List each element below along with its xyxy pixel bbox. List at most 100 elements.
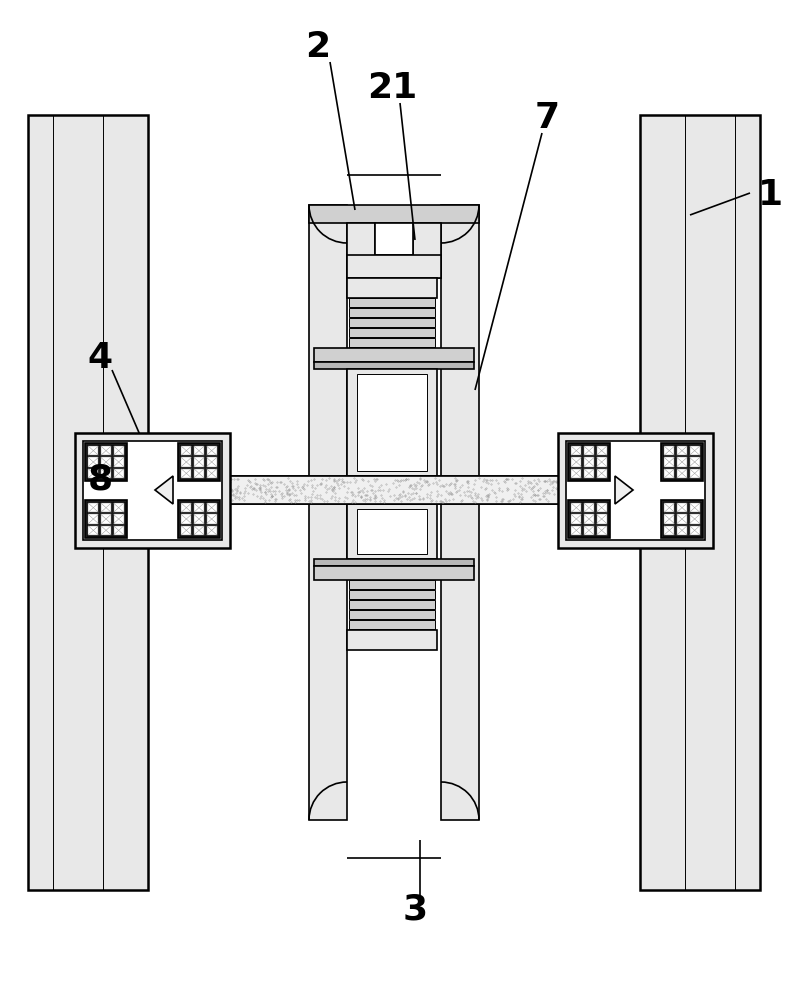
Bar <box>597 457 607 467</box>
Text: 21: 21 <box>367 71 417 105</box>
Bar <box>570 445 608 479</box>
Bar <box>584 457 594 467</box>
Bar <box>375 223 413 255</box>
Bar <box>664 469 675 478</box>
Bar <box>194 514 204 524</box>
Bar <box>178 500 220 538</box>
Bar <box>181 469 191 478</box>
Bar <box>357 509 427 554</box>
Polygon shape <box>615 476 633 504</box>
Bar <box>85 443 127 481</box>
Bar <box>677 503 687 512</box>
Bar <box>568 500 610 538</box>
Bar <box>194 503 204 512</box>
Bar <box>597 526 607 535</box>
Bar <box>180 502 218 536</box>
Bar <box>113 526 124 535</box>
Polygon shape <box>155 476 173 504</box>
Bar <box>349 328 435 337</box>
Bar <box>347 278 437 298</box>
Bar <box>677 446 687 455</box>
Bar <box>349 298 435 307</box>
Bar <box>181 457 191 467</box>
Bar <box>113 514 124 524</box>
Bar <box>690 514 700 524</box>
Bar <box>690 526 700 535</box>
Bar <box>194 469 204 478</box>
Bar <box>661 443 703 481</box>
Bar <box>101 457 111 467</box>
Bar <box>155 476 633 504</box>
Text: 3: 3 <box>403 893 428 927</box>
Bar <box>113 446 124 455</box>
Bar <box>181 503 191 512</box>
Bar <box>349 580 435 589</box>
Bar <box>584 514 594 524</box>
Bar <box>597 446 607 455</box>
Text: 8: 8 <box>87 463 113 497</box>
Bar <box>194 457 204 467</box>
Bar <box>349 590 435 599</box>
Bar <box>558 433 713 548</box>
Bar <box>664 526 675 535</box>
Bar <box>677 457 687 467</box>
Bar <box>664 514 675 524</box>
Bar <box>664 503 675 512</box>
Bar <box>441 205 479 820</box>
Bar <box>690 446 700 455</box>
Bar <box>75 433 230 548</box>
Text: 4: 4 <box>87 341 113 375</box>
Bar <box>206 514 217 524</box>
Bar <box>181 446 191 455</box>
Bar <box>88 503 98 512</box>
Bar <box>664 446 675 455</box>
Bar <box>677 514 687 524</box>
Bar <box>206 526 217 535</box>
Bar <box>584 446 594 455</box>
Bar <box>677 526 687 535</box>
Bar <box>101 446 111 455</box>
Bar <box>314 559 474 566</box>
Bar <box>101 526 111 535</box>
Bar <box>677 469 687 478</box>
Bar <box>181 514 191 524</box>
Bar <box>349 600 435 609</box>
Bar <box>349 620 435 629</box>
Bar <box>690 457 700 467</box>
Bar <box>566 441 705 540</box>
Bar <box>113 469 124 478</box>
Bar <box>640 115 760 890</box>
Bar <box>88 457 98 467</box>
Bar <box>571 514 582 524</box>
Bar <box>663 502 701 536</box>
Bar <box>194 526 204 535</box>
Bar <box>347 630 437 650</box>
Bar <box>347 255 441 278</box>
Text: 1: 1 <box>758 178 783 212</box>
Bar <box>349 308 435 317</box>
Bar <box>690 469 700 478</box>
Bar <box>597 469 607 478</box>
Bar <box>349 338 435 347</box>
Bar <box>571 457 582 467</box>
Bar <box>314 348 474 362</box>
Bar <box>180 445 218 479</box>
Bar <box>347 504 437 559</box>
Bar <box>571 469 582 478</box>
Bar <box>194 446 204 455</box>
Bar <box>597 503 607 512</box>
Text: 2: 2 <box>306 30 330 64</box>
Bar <box>349 610 435 619</box>
Bar <box>88 526 98 535</box>
Bar <box>87 502 125 536</box>
Bar <box>85 500 127 538</box>
Bar <box>206 469 217 478</box>
Bar <box>571 526 582 535</box>
Bar <box>663 445 701 479</box>
Bar <box>101 469 111 478</box>
Bar <box>181 526 191 535</box>
Bar <box>314 362 474 369</box>
Bar <box>206 457 217 467</box>
Text: 7: 7 <box>534 101 559 135</box>
Bar <box>101 514 111 524</box>
